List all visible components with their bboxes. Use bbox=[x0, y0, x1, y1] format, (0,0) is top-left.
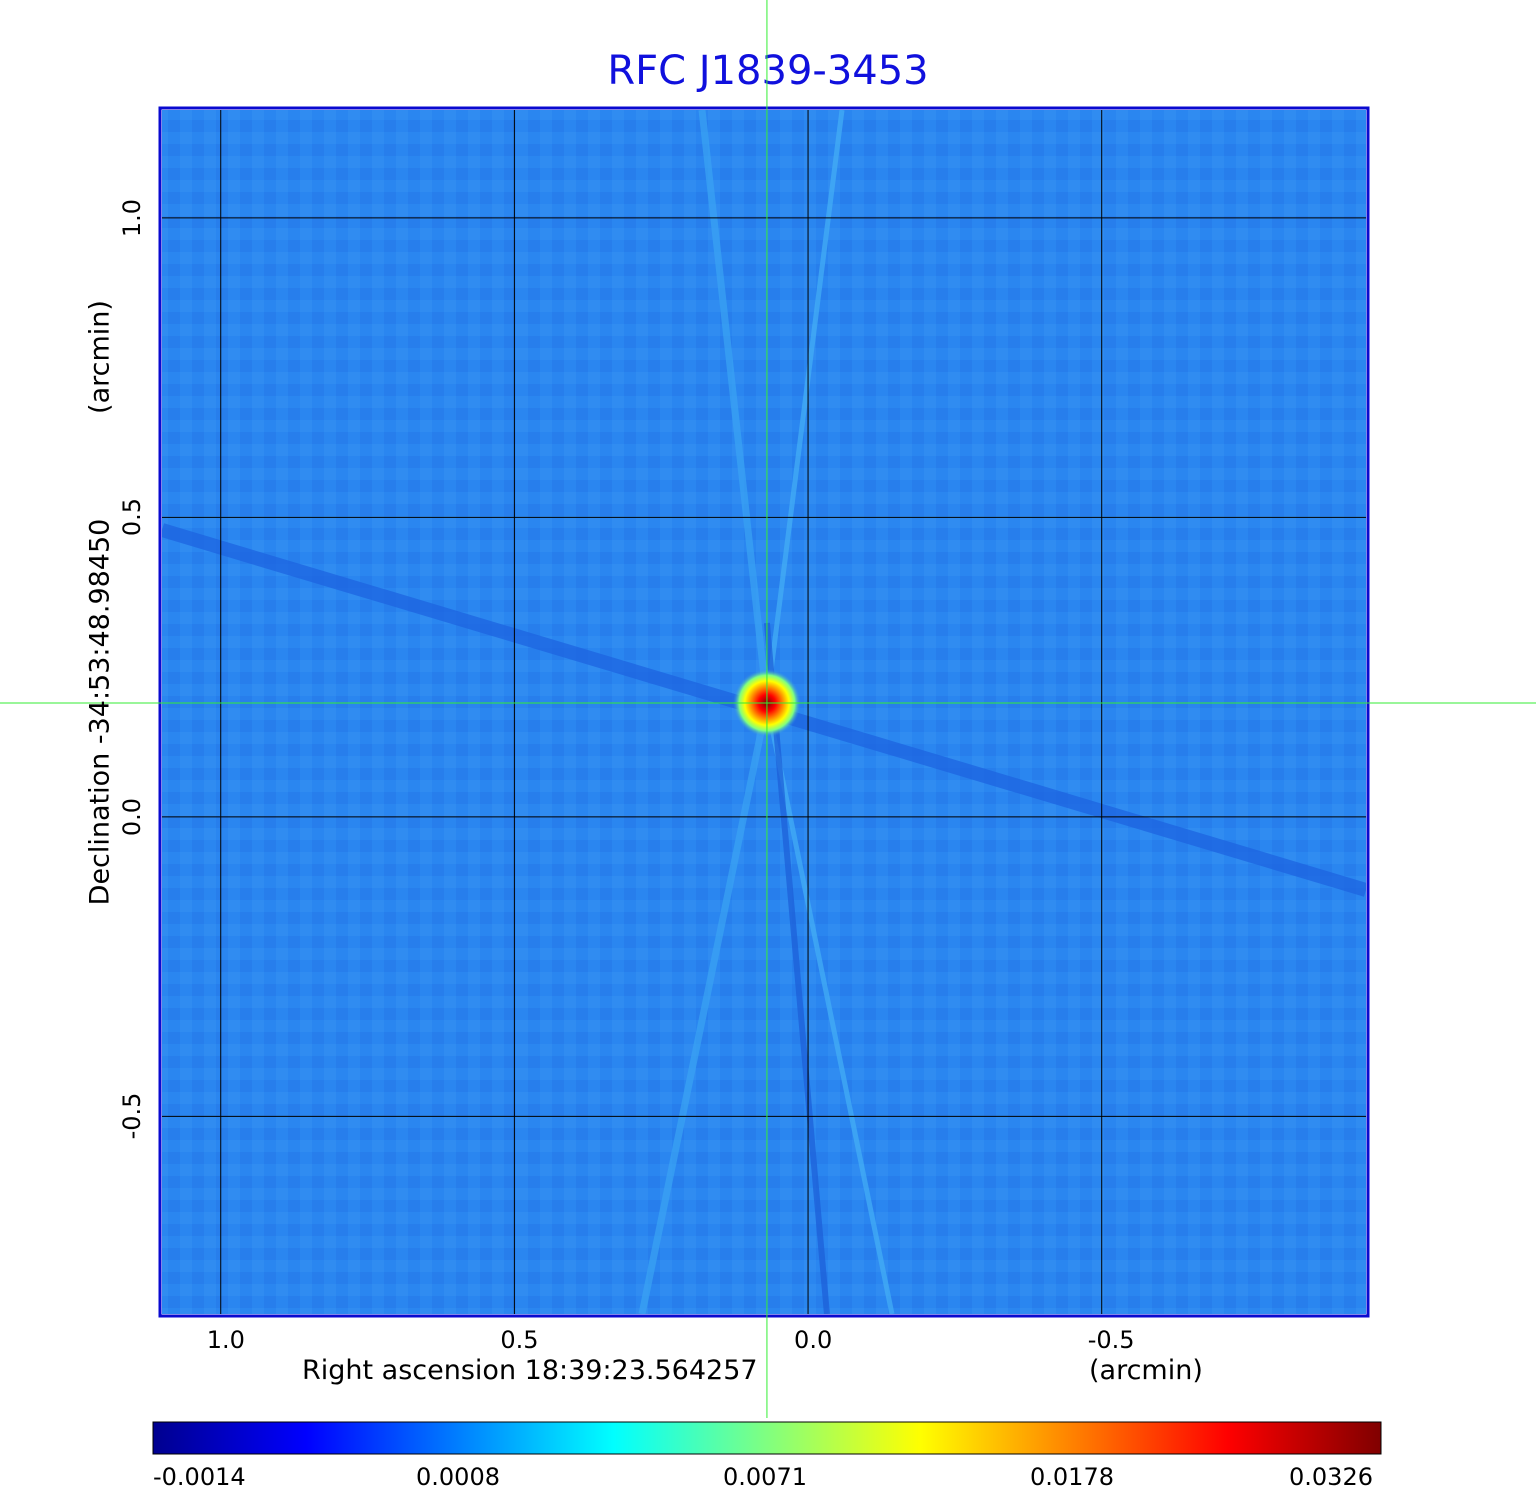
x-tick-label: 0.5 bbox=[500, 1326, 539, 1354]
colorbar-tick-label: 0.0326 bbox=[1289, 1463, 1373, 1491]
y-tick-label: 0.5 bbox=[118, 498, 146, 537]
x-axis-unit: (arcmin) bbox=[1089, 1355, 1203, 1386]
colorbar bbox=[152, 1421, 1382, 1455]
sidelobe-streak bbox=[764, 702, 895, 1314]
y-tick-label: 0.0 bbox=[118, 797, 146, 836]
x-axis-label: Right ascension 18:39:23.564257 bbox=[302, 1355, 758, 1386]
colorbar-tick-label: 0.0008 bbox=[416, 1463, 500, 1491]
sidelobe-streak bbox=[698, 110, 771, 704]
colorbar-tick-label: 0.0178 bbox=[1030, 1463, 1114, 1491]
colorbar-tick-label: -0.0014 bbox=[153, 1463, 246, 1491]
y-axis-label: Declination -34:53:48.98450 bbox=[84, 518, 116, 906]
colorbar-tick-label: 0.0071 bbox=[723, 1463, 807, 1491]
y-tick-label: 1.0 bbox=[118, 198, 146, 237]
sidelobe-streak bbox=[764, 110, 845, 704]
plot-frame bbox=[158, 106, 1370, 1318]
x-tick-label: -0.5 bbox=[1087, 1326, 1135, 1354]
sidelobe-streak bbox=[638, 702, 771, 1314]
chart-title: RFC J1839-3453 bbox=[607, 48, 929, 94]
x-tick-label: 0.0 bbox=[794, 1326, 833, 1354]
sidelobe-streak bbox=[763, 622, 830, 1314]
y-axis-unit: (arcmin) bbox=[84, 300, 116, 414]
x-tick-label: 1.0 bbox=[206, 1326, 245, 1354]
y-tick-label: -0.5 bbox=[118, 1092, 146, 1140]
